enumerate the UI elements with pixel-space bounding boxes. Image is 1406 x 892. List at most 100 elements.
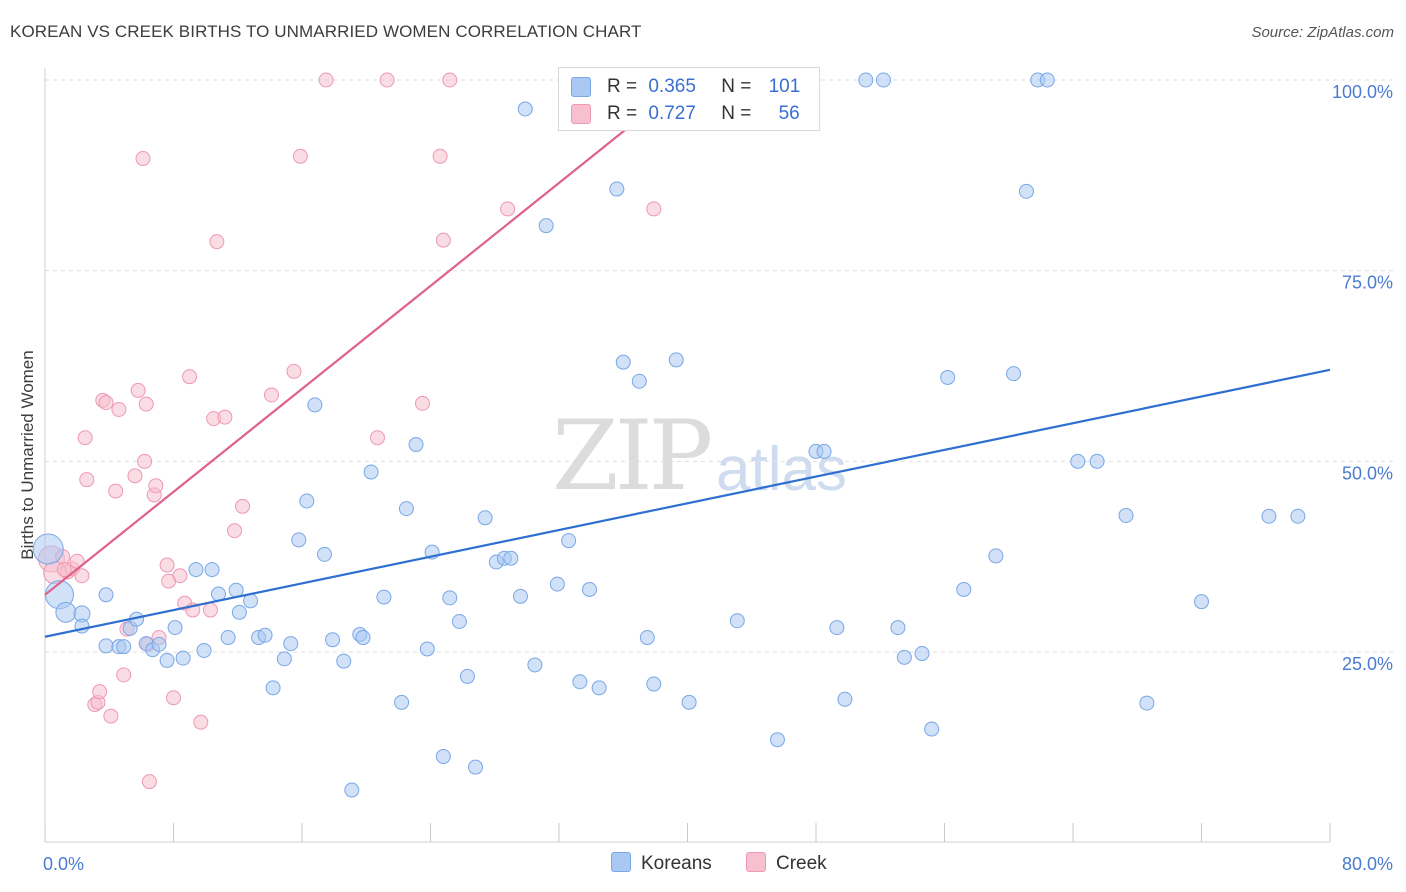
- legend-n-label: N =: [721, 103, 752, 124]
- korean-point: [512, 588, 528, 604]
- creek-point: [318, 72, 334, 88]
- legend-swatch-koreans: [571, 77, 591, 97]
- creek-point: [159, 557, 175, 573]
- grid-lines: [45, 79, 1395, 653]
- korean-point: [442, 590, 458, 606]
- korean-point: [204, 562, 220, 578]
- korean-point: [615, 354, 631, 370]
- korean-point: [1118, 507, 1134, 523]
- creek-point: [166, 690, 181, 706]
- korean-point: [451, 613, 467, 629]
- korean-point: [769, 732, 785, 748]
- bottom-legend-swatch-creek: [746, 852, 766, 872]
- legend-r-value: 0.727: [648, 103, 696, 124]
- korean-point: [646, 676, 662, 692]
- creek-point: [137, 453, 153, 469]
- legend-row-koreans: R = 0.365 N = 101: [571, 74, 800, 100]
- korean-point: [363, 464, 379, 480]
- korean-point: [729, 613, 745, 629]
- creek-point: [74, 568, 90, 584]
- korean-point: [325, 632, 341, 648]
- korean-point: [1194, 594, 1209, 610]
- creek-point: [127, 468, 143, 484]
- korean-point: [956, 581, 972, 597]
- korean-point: [829, 620, 845, 636]
- korean-point: [220, 630, 236, 646]
- creek-point: [92, 684, 108, 700]
- korean-point: [188, 562, 204, 578]
- legend-swatch-creek: [571, 104, 591, 124]
- korean-point: [503, 550, 519, 566]
- korean-point: [32, 533, 64, 565]
- korean-point: [940, 369, 956, 385]
- korean-point: [561, 533, 577, 549]
- korean-point: [477, 510, 493, 526]
- creek-point: [369, 430, 385, 446]
- creek-point: [646, 201, 662, 217]
- korean-point: [668, 352, 684, 368]
- korean-point: [816, 443, 832, 459]
- creek-point: [202, 602, 218, 618]
- y-tick-label: 100.0%: [1332, 82, 1393, 102]
- korean-point: [609, 181, 625, 197]
- korean-point: [398, 501, 414, 517]
- creek-point: [130, 382, 146, 398]
- korean-point: [1261, 508, 1277, 524]
- creek-point: [263, 387, 279, 403]
- korean-point: [283, 636, 299, 652]
- creek-trend-line: [44, 79, 689, 596]
- creek-point: [209, 234, 225, 250]
- korean-point: [538, 218, 554, 234]
- legend-row-creek: R = 0.727 N = 56: [571, 101, 800, 127]
- korean-point: [344, 782, 360, 798]
- korean-point: [527, 657, 543, 673]
- creek-point: [108, 483, 124, 499]
- korean-point: [1070, 453, 1086, 469]
- bottom-legend-swatch-koreans: [611, 852, 631, 872]
- creek-point: [111, 401, 127, 417]
- source-credit: Source: ZipAtlas.com: [1251, 24, 1394, 41]
- legend-r-value: 0.365: [648, 76, 696, 97]
- bottom-legend-creek: Creek: [746, 852, 827, 876]
- korean-point: [459, 668, 475, 684]
- legend-n-value: 56: [778, 103, 800, 124]
- creek-point: [235, 498, 251, 514]
- korean-point: [408, 437, 424, 453]
- korean-point: [988, 548, 1004, 564]
- legend-r-label: R =: [607, 76, 638, 97]
- creek-point: [193, 714, 209, 730]
- korean-point: [307, 397, 323, 413]
- korean-point: [257, 627, 273, 643]
- korean-point: [355, 630, 371, 646]
- creek-point: [286, 363, 302, 379]
- korean-point: [549, 576, 565, 592]
- korean-point: [1139, 695, 1155, 711]
- korean-trend-line: [44, 368, 1331, 638]
- korean-point: [376, 589, 392, 605]
- korean-point: [336, 653, 352, 669]
- korean-point: [467, 759, 483, 775]
- y-tick-label: 25.0%: [1342, 654, 1393, 674]
- creek-point: [500, 201, 516, 217]
- korean-point: [924, 721, 940, 737]
- y-axis-title: Births to Unmarried Women: [18, 350, 37, 559]
- creek-point: [442, 72, 458, 88]
- bottom-legend-label-creek: Creek: [776, 853, 827, 874]
- korean-point: [896, 649, 912, 665]
- watermark-zip: ZIP: [552, 400, 713, 512]
- creek-point: [414, 395, 430, 411]
- korean-point: [265, 680, 281, 696]
- korean-point: [1006, 366, 1022, 382]
- legend-n-label: N =: [721, 76, 752, 97]
- korean-point: [98, 638, 114, 654]
- korean-point: [631, 373, 647, 389]
- korean-point: [394, 694, 410, 710]
- korean-point: [639, 630, 655, 646]
- korean-point: [316, 546, 332, 562]
- creek-point: [79, 472, 95, 488]
- creek-point: [435, 232, 451, 248]
- korean-point: [151, 636, 167, 652]
- chart-title: KOREAN VS CREEK BIRTHS TO UNMARRIED WOME…: [10, 22, 642, 41]
- korean-point: [159, 652, 175, 668]
